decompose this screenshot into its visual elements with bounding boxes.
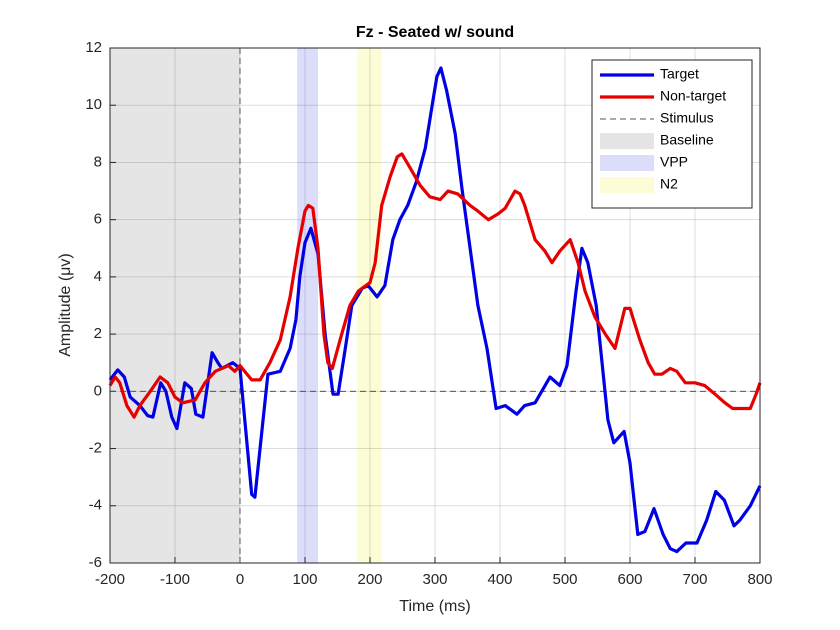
x-tick-label: 200: [357, 571, 382, 588]
legend: Target Non-target Stimulus Baseline VPP N2: [591, 59, 753, 209]
legend-label: Non-target: [660, 88, 726, 104]
data-line: [108, 66, 762, 554]
x-tick-label: 400: [487, 571, 512, 588]
y-tick-label: 10: [85, 96, 102, 113]
legend-swatch: [600, 133, 654, 149]
y-tick-label: -2: [89, 440, 102, 457]
y-tick-label: -4: [89, 497, 102, 514]
region: [357, 48, 382, 563]
legend-swatch: [600, 177, 654, 193]
x-tick-label: 500: [552, 571, 577, 588]
y-tick-label: 6: [94, 211, 102, 228]
x-tick-label: 800: [747, 571, 772, 588]
x-tick-label: 0: [236, 571, 244, 588]
chart-title: Fz - Seated w/ sound: [356, 24, 514, 41]
x-tick-label: 600: [617, 571, 642, 588]
x-tick-label: -100: [160, 571, 190, 588]
x-tick-label: 100: [292, 571, 317, 588]
legend-label: N2: [660, 176, 678, 192]
y-tick-label: 2: [94, 325, 102, 342]
x-tick-label: 300: [422, 571, 447, 588]
legend-label: VPP: [660, 154, 688, 170]
plot-frame: [109, 47, 761, 564]
y-tick-label: 8: [94, 153, 102, 170]
y-axis-label: Amplitude (μv): [57, 253, 74, 356]
y-tick-label: 12: [85, 39, 102, 56]
legend-label: Baseline: [660, 132, 714, 148]
data-line: [108, 152, 762, 419]
legend-swatch: [600, 155, 654, 171]
y-tick-label: -6: [89, 554, 102, 571]
x-tick-label: -200: [95, 571, 125, 588]
region: [297, 48, 318, 563]
region: [110, 48, 240, 563]
y-tick-label: 0: [94, 382, 102, 399]
x-tick-label: 700: [682, 571, 707, 588]
y-tick-label: 4: [94, 268, 102, 285]
x-axis-label: Time (ms): [399, 598, 470, 615]
legend-label: Stimulus: [660, 110, 714, 126]
legend-label: Target: [660, 66, 699, 82]
